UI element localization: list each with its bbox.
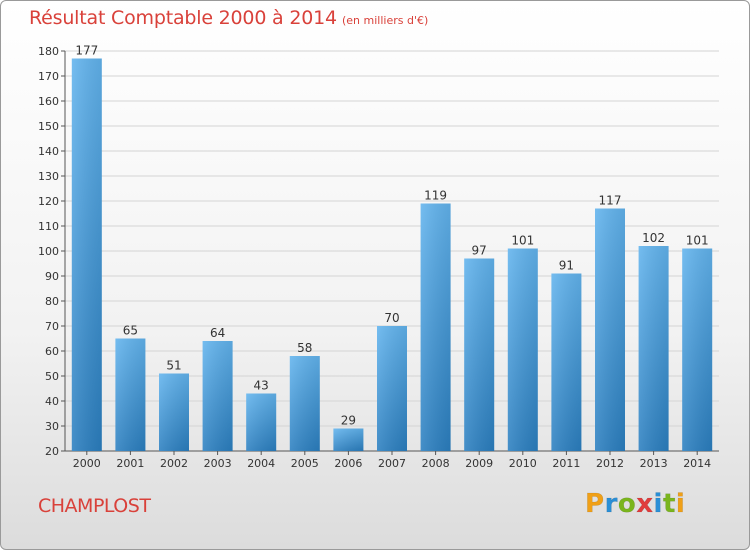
bar-shade [159,373,189,451]
bar-shade [464,258,495,451]
y-tick-label: 80 [45,295,59,308]
data-label: 101 [686,234,709,248]
data-label: 102 [642,231,665,245]
logo-letter: r [604,489,618,520]
y-tick-label: 110 [38,220,59,233]
x-tick-label: 2011 [552,457,580,470]
data-label: 91 [559,259,574,273]
x-tick-label: 2000 [73,457,101,470]
axes: 20 30 40 50 60 70 80 90 100 110 120 130 140 150 160 170… [38,45,719,470]
logo-letter: x [636,489,654,520]
bar-shade [71,58,102,451]
y-tick-label: 120 [38,195,59,208]
data-label: 65 [123,324,138,338]
bar-shade [202,341,233,451]
x-tick-label: 2009 [465,457,493,470]
bar-shade [682,248,713,451]
y-tick-label: 150 [38,120,59,133]
logo-letter: i [675,489,686,520]
x-tick-label: 2004 [247,457,275,470]
y-tick-label: 140 [38,145,59,158]
y-tick-label: 180 [38,45,59,58]
data-label: 64 [210,326,225,340]
x-tick-label: 2010 [509,457,537,470]
data-label: 101 [511,234,534,248]
logo-letter: i [653,489,663,520]
bar-shade [289,356,320,451]
municipality-name: CHAMPLOST [38,495,151,517]
chart-subtitle: (en milliers d'€) [342,14,429,27]
x-tick-label: 2014 [683,457,711,470]
y-tick-label: 90 [45,270,59,283]
x-tick-label: 2002 [160,457,188,470]
x-tick-label: 2006 [334,457,362,470]
bar-shade [377,326,407,451]
x-tick-label: 2001 [116,457,144,470]
data-label: 119 [424,189,447,203]
x-tick-label: 2007 [378,457,406,470]
data-label: 177 [75,44,98,58]
x-tick-label: 2013 [640,457,668,470]
y-tick-label: 170 [38,70,59,83]
y-tick-label: 60 [45,345,59,358]
data-label: 51 [166,359,181,373]
bar-shade [246,393,277,451]
logo-letter: P [585,489,605,520]
bars [71,58,713,451]
y-tick-label: 100 [38,245,59,258]
bar-shade [333,428,364,451]
chart-title: Résultat Comptable 2000 à 2014 [29,7,337,29]
data-label: 97 [472,244,487,258]
y-tick-label: 70 [45,320,59,333]
logo-letter: o [617,489,637,520]
y-tick-label: 160 [38,95,59,108]
y-tick-label: 50 [45,370,59,383]
bar-shade [551,273,582,451]
bar-shade [115,338,146,451]
data-label: 43 [254,379,269,393]
y-tick-label: 30 [45,420,59,433]
y-tick-label: 20 [45,445,59,458]
x-tick-label: 2008 [422,457,450,470]
logo-letter: t [662,489,676,520]
x-tick-label: 2003 [204,457,232,470]
x-tick-label: 2012 [596,457,624,470]
data-labels: 177 65 51 64 43 58 29 70 119 97 101 91 117 102 101 [75,44,708,428]
y-tick-label: 40 [45,395,59,408]
bar-shade [638,246,669,451]
proxiti-logo: Proxiti [585,489,686,520]
data-label: 70 [384,311,399,325]
data-label: 58 [297,341,312,355]
data-label: 29 [341,414,356,428]
bar-shade [507,248,538,451]
bar-shade [420,203,451,451]
data-label: 117 [599,194,622,208]
y-tick-label: 130 [38,170,59,183]
x-tick-label: 2005 [291,457,319,470]
bar-shade [595,208,625,451]
